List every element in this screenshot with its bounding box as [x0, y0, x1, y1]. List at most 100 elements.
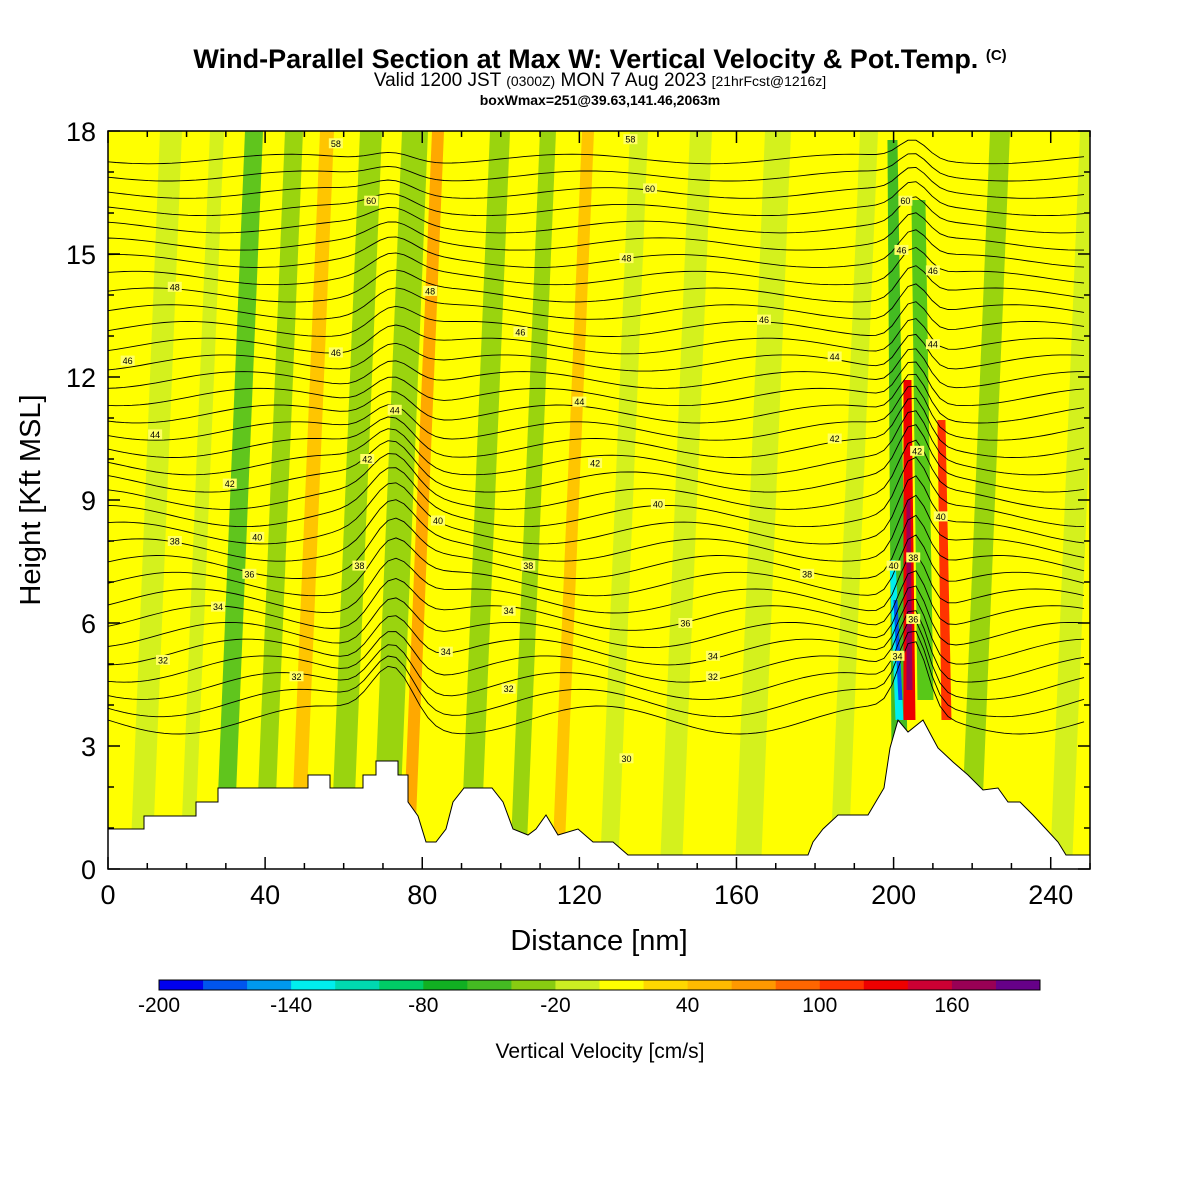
contour-label: 46	[123, 356, 133, 366]
y-tick-label: 3	[81, 732, 96, 762]
contour-label: 40	[936, 512, 946, 522]
subtitle-valid: Valid 1200 JST	[373, 70, 501, 91]
contour-label-box	[898, 195, 913, 206]
contour-label-box	[827, 351, 842, 362]
contour-label-box	[155, 654, 170, 665]
contour-label-box	[890, 650, 905, 661]
contour-label: 42	[362, 455, 372, 465]
isentrope-line	[108, 534, 1085, 597]
contour-label: 44	[390, 405, 400, 415]
isentrope-line	[108, 246, 1085, 286]
subtitle-utc: (0300Z)	[506, 73, 556, 89]
contour-label-box	[364, 195, 379, 206]
contour-label-box	[250, 531, 265, 542]
colorbar-swatch	[643, 980, 689, 990]
velocity-streak	[735, 131, 791, 869]
x-tick-label: 200	[871, 880, 916, 910]
isentrope-line	[108, 283, 1085, 320]
x-tick-label: 0	[100, 880, 115, 910]
contour-label: 38	[354, 561, 364, 571]
contour-label-box	[705, 650, 720, 661]
colorbar-swatch	[951, 980, 997, 990]
velocity-streak	[372, 131, 428, 869]
contour-label: 60	[900, 196, 910, 206]
contour-label-box	[894, 244, 909, 255]
contour-label: 40	[653, 500, 663, 510]
contour-label-box	[650, 499, 665, 510]
contour-label: 38	[170, 537, 180, 547]
contour-label: 48	[621, 254, 631, 264]
contour-label-box	[886, 560, 901, 571]
contour-label-box	[705, 671, 720, 682]
contour-label-box	[501, 683, 516, 694]
contour-label: 48	[170, 282, 180, 292]
contour-label-box	[925, 265, 940, 276]
contour-label: 46	[928, 266, 938, 276]
contour-label-box	[678, 618, 693, 628]
velocity-streak	[330, 131, 382, 869]
contour-label: 60	[645, 184, 655, 194]
contour-label: 38	[908, 553, 918, 563]
contour-label-box	[910, 445, 925, 456]
contour-label-box	[430, 515, 445, 526]
velocity-streak	[960, 131, 1010, 869]
colorbar-tick-label: -140	[270, 994, 312, 1017]
velocity-streak	[460, 131, 510, 869]
colorbar-swatch	[511, 980, 556, 990]
y-tick-label: 0	[81, 855, 96, 885]
contour-label-box	[827, 433, 842, 444]
colorbar-tick-label: 100	[802, 994, 837, 1017]
contour-label-box	[120, 355, 135, 366]
y-tick-label: 6	[81, 609, 96, 639]
y-tick-label: 9	[81, 486, 96, 516]
isentrope-line	[108, 456, 1085, 528]
contour-label-box	[623, 134, 638, 145]
contour-label-box	[328, 138, 343, 149]
colorbar-swatch	[819, 980, 865, 990]
y-axis-label: Height [Kft MSL]	[15, 394, 47, 605]
x-axis: 0 40 80 120 160 200 240	[100, 131, 1091, 910]
contour-label-box	[906, 552, 921, 563]
contour-label-box	[619, 253, 634, 264]
contour-label: 32	[504, 684, 514, 694]
isentrope-line	[108, 361, 1085, 407]
copyright-mark: (C)	[985, 47, 1007, 64]
contour-label: 48	[425, 286, 435, 296]
contour-label: 34	[708, 651, 718, 661]
colorbar-swatch	[335, 980, 380, 990]
contour-label: 46	[515, 327, 525, 337]
isentrope-line	[108, 265, 1085, 303]
contour-label: 34	[213, 602, 223, 612]
contour-label: 38	[523, 561, 533, 571]
isentrope-line	[108, 318, 1085, 355]
isentrope-line	[108, 641, 1085, 735]
contour-label: 58	[331, 139, 341, 149]
contour-label-box	[572, 396, 587, 407]
isentrope-line	[108, 348, 1085, 389]
contour-label: 32	[708, 672, 718, 682]
contour-label: 42	[225, 479, 235, 489]
isentrope-line	[108, 229, 1085, 268]
colorbar-swatch	[907, 980, 953, 990]
contour-label-box	[925, 339, 940, 350]
contour-label: 40	[889, 561, 899, 571]
isentrope-line	[108, 212, 1084, 251]
colorbar-swatch	[247, 980, 292, 990]
subtitle-date: MON 7 Aug 2023	[560, 70, 707, 91]
colorbar-label: Vertical Velocity [cm/s]	[496, 1040, 705, 1063]
colorbar-swatch	[775, 980, 821, 990]
colorbar: -200 -140 -80 -20 40 100 160	[138, 979, 1041, 1017]
colorbar-swatch	[379, 980, 424, 990]
velocity-streak	[180, 131, 224, 869]
isentrope-line	[108, 196, 1085, 234]
contour-label-box	[438, 646, 453, 657]
contour-label: 40	[433, 516, 443, 526]
contour-label-box	[619, 753, 634, 764]
colorbar-tick-label: 40	[676, 994, 699, 1017]
colorbar-tick-label: -80	[408, 994, 438, 1017]
contour-label: 58	[625, 135, 635, 145]
colorbar-swatch	[995, 980, 1041, 990]
contour-label-box	[513, 326, 528, 337]
